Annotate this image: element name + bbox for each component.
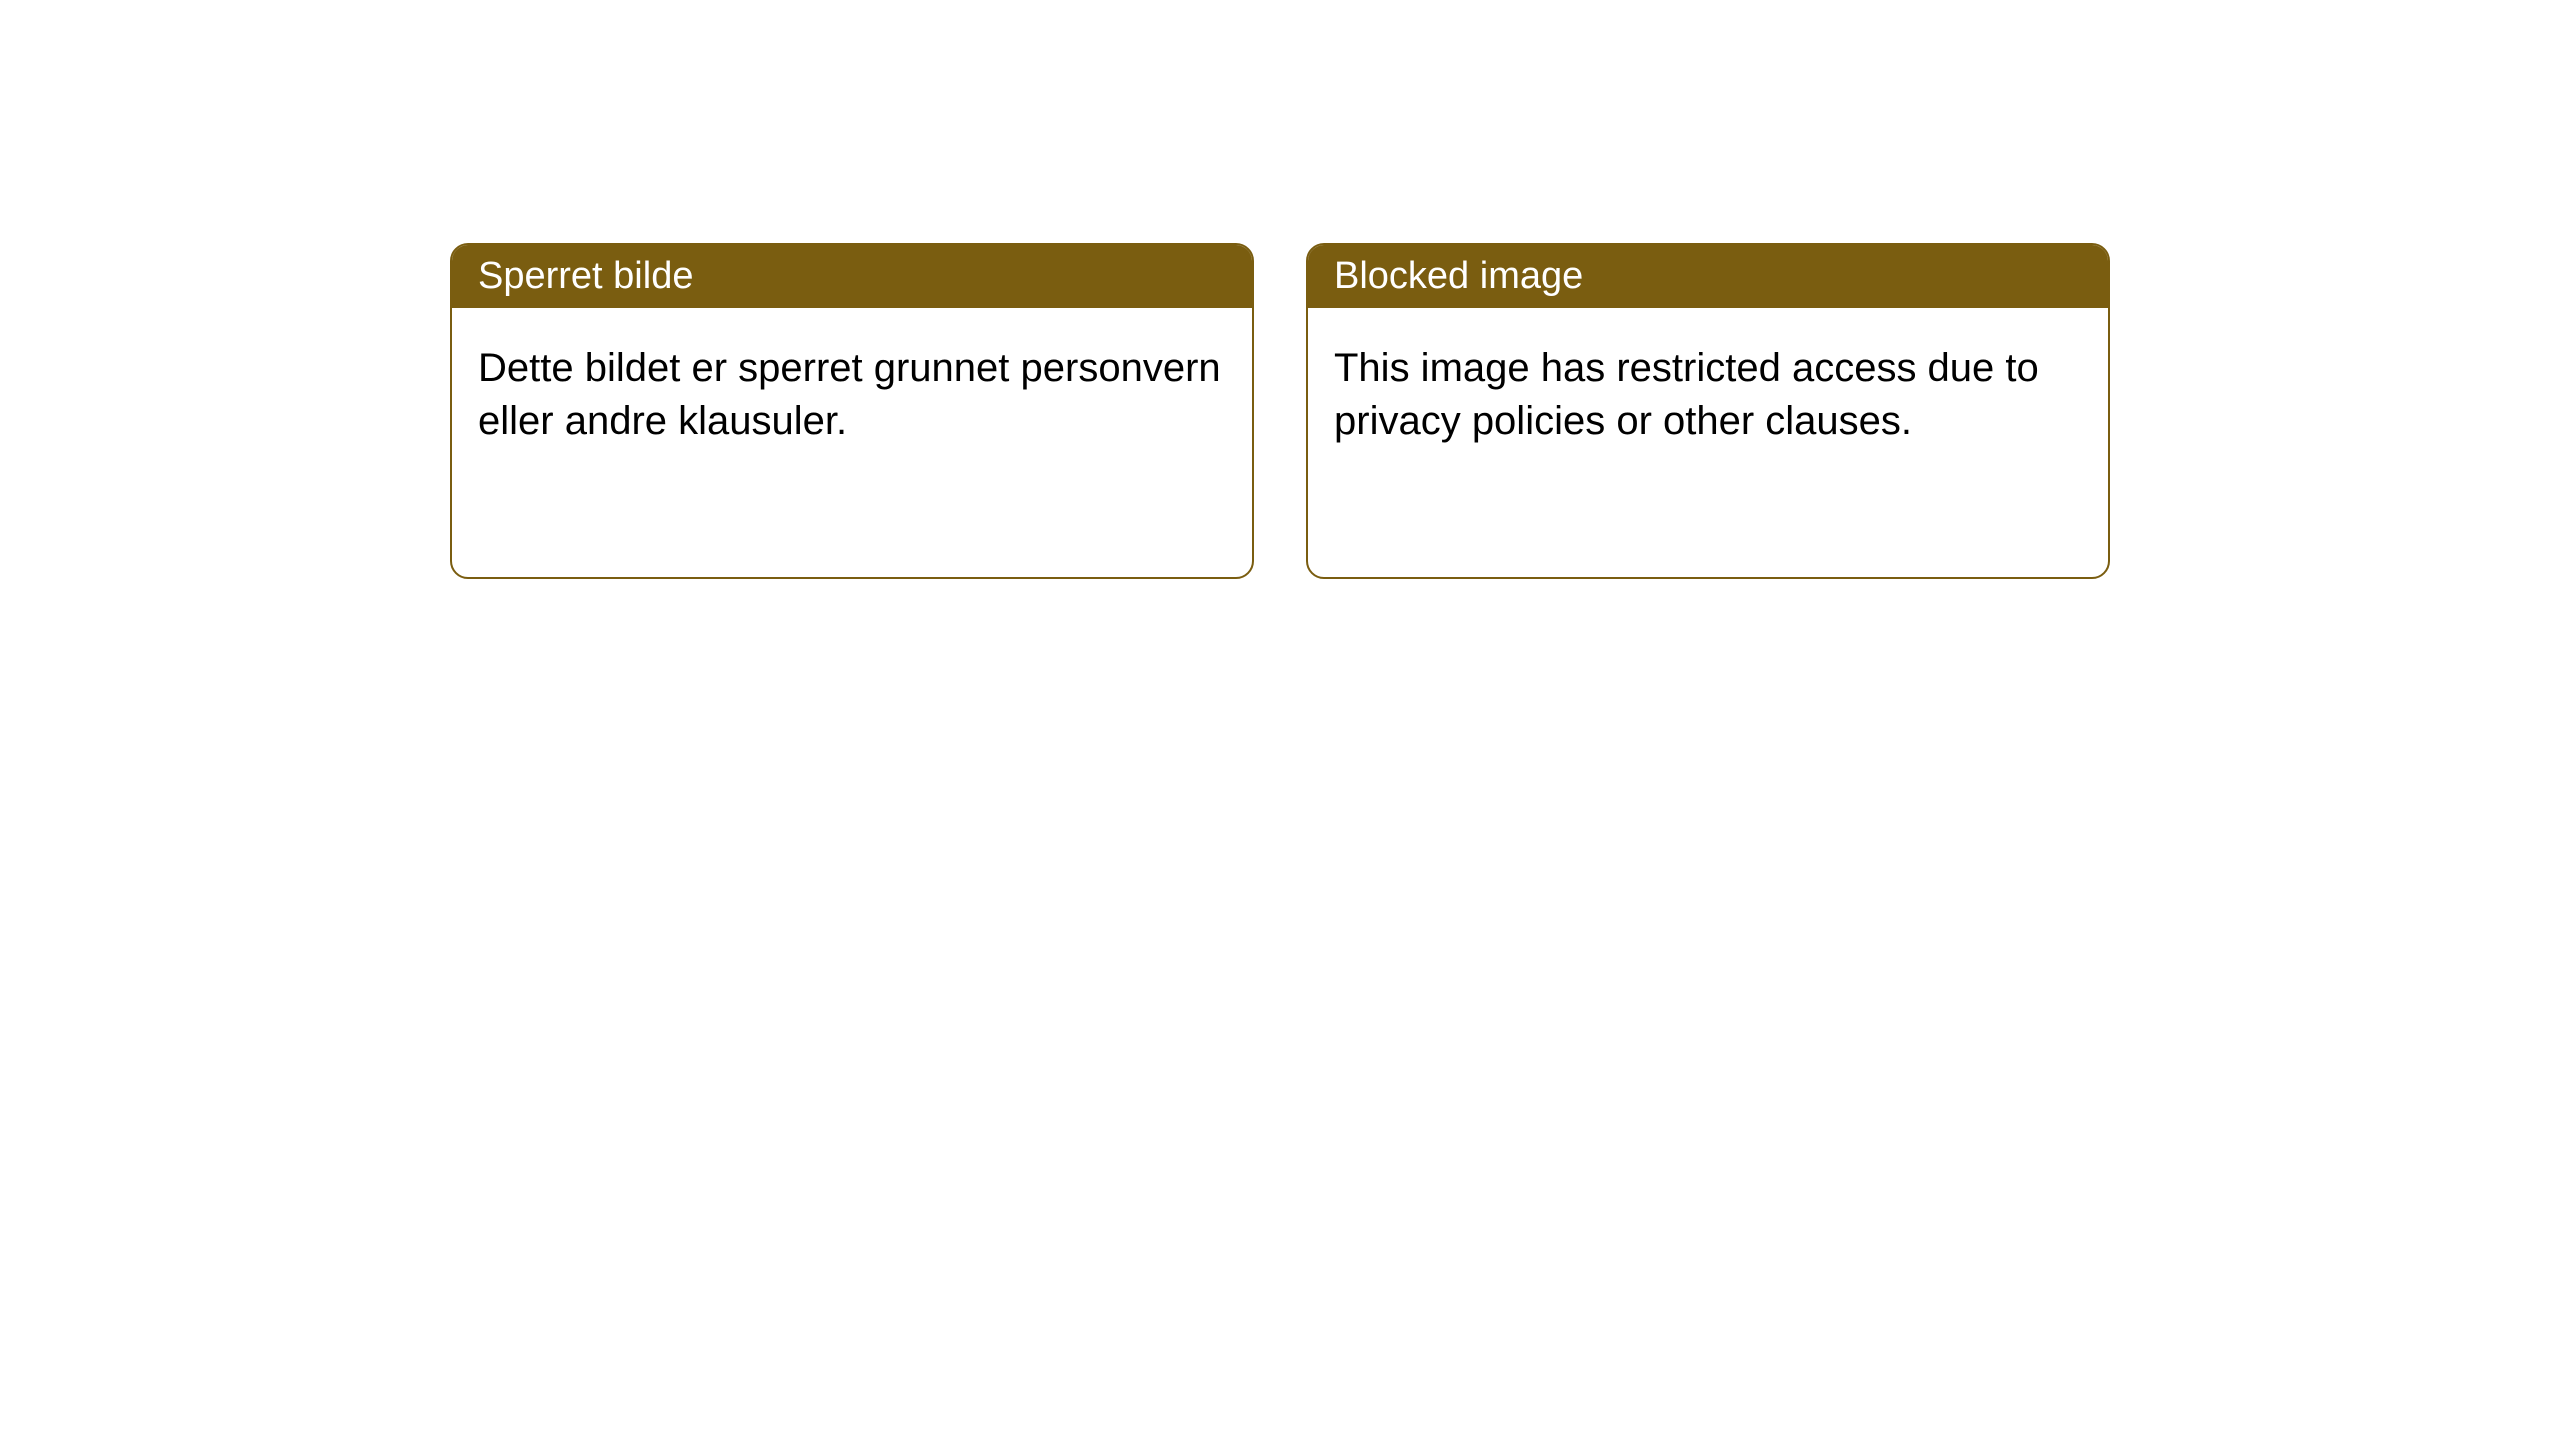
card-title: Blocked image (1334, 255, 1583, 297)
card-body: This image has restricted access due to … (1308, 308, 2108, 482)
card-body-text: Dette bildet er sperret grunnet personve… (478, 346, 1221, 443)
cards-container: Sperret bilde Dette bildet er sperret gr… (450, 243, 2110, 579)
card-body-text: This image has restricted access due to … (1334, 346, 2039, 443)
card-body: Dette bildet er sperret grunnet personve… (452, 308, 1252, 482)
blocked-image-card-no: Sperret bilde Dette bildet er sperret gr… (450, 243, 1254, 579)
card-header: Sperret bilde (452, 245, 1252, 308)
blocked-image-card-en: Blocked image This image has restricted … (1306, 243, 2110, 579)
card-header: Blocked image (1308, 245, 2108, 308)
card-title: Sperret bilde (478, 255, 693, 297)
